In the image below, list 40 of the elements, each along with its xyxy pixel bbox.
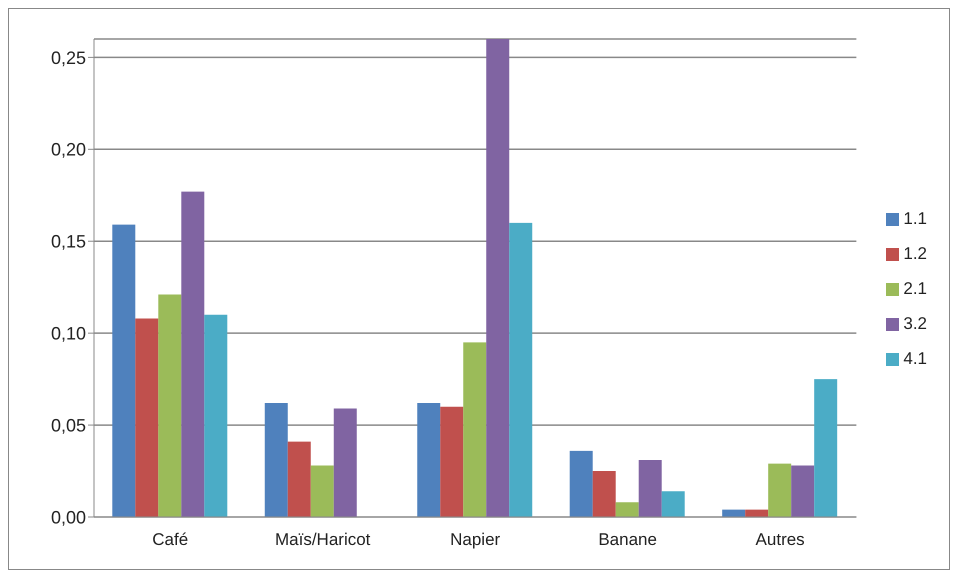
y-tick-label: 0,25 — [50, 48, 86, 68]
bar — [638, 460, 662, 517]
bar — [440, 406, 464, 517]
bar — [509, 222, 532, 517]
x-tick-label: Maïs/Haricot — [274, 530, 371, 550]
bar — [662, 491, 685, 517]
bar — [745, 510, 768, 517]
legend-label: 4.1 — [903, 348, 927, 368]
bar — [204, 314, 228, 517]
bar — [112, 224, 136, 517]
legend-label: 1.2 — [903, 244, 927, 262]
bar — [264, 403, 288, 517]
bar — [768, 464, 792, 517]
bar — [791, 466, 814, 517]
y-tick-label: 0,15 — [50, 232, 86, 252]
bar — [135, 318, 158, 517]
y-tick-label: 0,20 — [50, 140, 86, 160]
bar — [158, 294, 182, 517]
x-tick-label: Autres — [756, 530, 805, 550]
bar — [417, 403, 440, 517]
bar — [486, 39, 510, 517]
y-tick-label: 0,00 — [50, 507, 86, 528]
bar — [814, 379, 838, 517]
bar — [722, 510, 746, 517]
bar — [334, 408, 357, 517]
legend-label: 3.2 — [903, 314, 927, 332]
y-tick-label: 0,05 — [50, 415, 86, 436]
bar — [570, 450, 593, 517]
bar — [181, 192, 204, 517]
legend-label: 1.1 — [903, 208, 927, 228]
bar — [463, 342, 486, 517]
bar — [592, 471, 616, 517]
x-tick-label: Banane — [598, 530, 657, 550]
x-tick-label: Napier — [450, 530, 501, 550]
bar — [288, 442, 311, 517]
y-tick-label: 0,10 — [50, 324, 86, 344]
x-tick-label: Café — [152, 530, 188, 550]
bar — [616, 502, 639, 517]
bar — [310, 466, 334, 517]
legend-label: 2.1 — [903, 278, 927, 298]
